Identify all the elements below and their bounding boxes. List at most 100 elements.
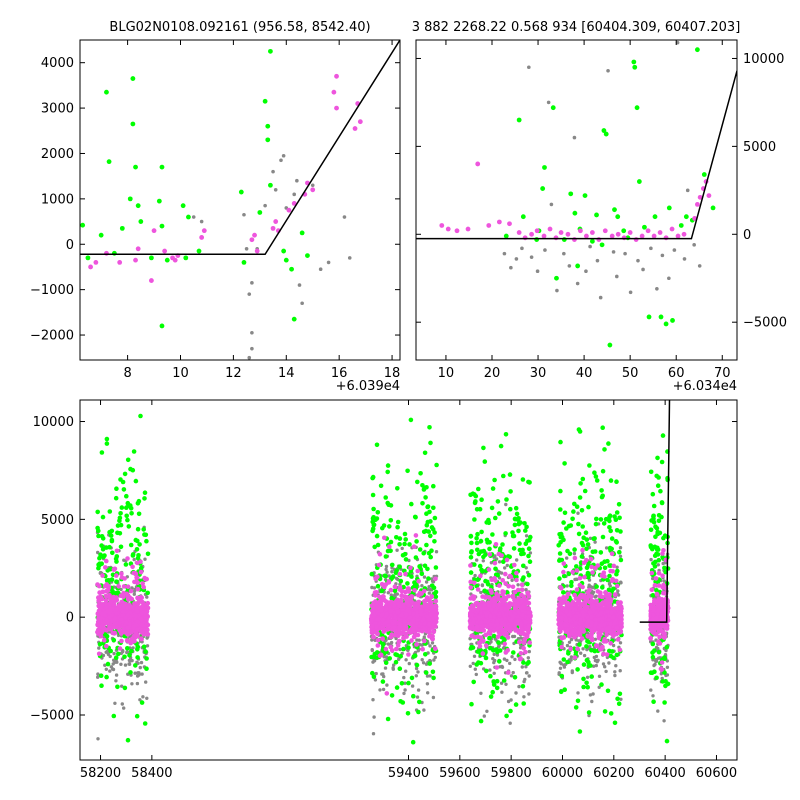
magenta-data-point: [621, 235, 627, 241]
x-tick-label: 16: [331, 366, 348, 381]
gray-data-point: [250, 281, 254, 285]
magenta-data-point: [507, 573, 513, 579]
green-data-point: [380, 679, 386, 684]
green-data-point: [125, 457, 131, 463]
magenta-data-point: [527, 640, 532, 645]
green-data-point: [491, 679, 497, 684]
magenta-data-point: [483, 618, 488, 624]
gray-data-point: [109, 665, 114, 669]
magenta-data-point: [517, 639, 522, 645]
green-data-point: [405, 581, 410, 586]
green-data-point: [577, 429, 583, 434]
magenta-data-point: [104, 618, 109, 623]
green-data-point: [385, 548, 391, 554]
green-data-point: [136, 553, 141, 558]
green-data-point: [98, 673, 104, 678]
green-data-point: [106, 159, 112, 165]
gray-data-point: [636, 258, 640, 263]
model-line: [416, 70, 737, 240]
green-data-point: [513, 702, 519, 707]
green-data-point: [498, 443, 504, 449]
green-data-point: [581, 676, 586, 682]
gray-data-point: [133, 671, 137, 675]
green-data-point: [409, 501, 414, 507]
green-data-point: [289, 266, 294, 272]
green-data-point: [594, 212, 599, 218]
magenta-data-point: [145, 600, 151, 606]
green-data-point: [283, 257, 289, 263]
green-data-point: [578, 481, 583, 486]
green-data-point: [411, 654, 417, 659]
magenta-data-point: [478, 639, 483, 645]
magenta-data-point: [406, 603, 412, 608]
green-data-point: [111, 637, 117, 643]
green-data-point: [612, 207, 617, 213]
green-data-point: [581, 662, 587, 667]
gray-data-point: [271, 169, 275, 174]
gray-data-point: [382, 655, 386, 659]
green-data-point: [521, 563, 526, 569]
green-data-point: [561, 520, 566, 525]
magenta-data-point: [474, 624, 480, 630]
magenta-data-point: [139, 622, 145, 628]
green-data-point: [133, 164, 138, 170]
magenta-data-point: [117, 646, 123, 651]
green-data-point: [397, 564, 403, 569]
green-data-point: [517, 541, 522, 546]
green-data-point: [128, 670, 133, 675]
green-data-point: [478, 538, 484, 544]
green-data-point: [387, 524, 392, 529]
gray-data-point: [430, 641, 435, 645]
gray-data-point: [402, 691, 406, 696]
green-data-point: [149, 255, 154, 261]
green-data-point: [582, 193, 588, 199]
gray-data-point: [140, 672, 144, 676]
magenta-data-point: [506, 593, 511, 599]
green-data-point: [119, 225, 125, 231]
green-data-point: [142, 532, 147, 537]
green-data-point: [607, 513, 613, 518]
gray-data-point: [398, 647, 402, 652]
magenta-data-point: [400, 603, 406, 609]
gray-data-point: [511, 670, 515, 675]
magenta-data-point: [487, 552, 493, 557]
green-data-point: [401, 646, 406, 652]
magenta-data-point: [697, 194, 703, 200]
green-data-point: [107, 509, 113, 514]
green-data-point: [122, 654, 127, 660]
green-data-point: [394, 568, 400, 573]
gray-data-point: [590, 699, 594, 704]
green-data-point: [196, 248, 202, 254]
gray-data-point: [391, 667, 395, 671]
magenta-data-point: [493, 609, 498, 615]
green-data-point: [432, 539, 437, 544]
gray-data-point: [623, 251, 627, 256]
magenta-data-point: [270, 225, 276, 231]
magenta-data-point: [516, 618, 522, 623]
gray-data-point: [485, 709, 489, 713]
gray-data-point: [506, 699, 511, 704]
green-data-point: [144, 666, 149, 671]
gray-data-point: [488, 668, 492, 672]
magenta-data-point: [433, 576, 438, 582]
green-data-point: [485, 582, 491, 587]
gray-data-point: [97, 646, 101, 650]
magenta-data-point: [475, 161, 481, 167]
green-data-point: [472, 500, 478, 506]
x-offset-label: +6.034e4: [673, 379, 737, 394]
gray-data-point: [525, 671, 529, 675]
gray-data-point: [527, 65, 531, 70]
green-data-point: [508, 506, 513, 512]
magenta-data-point: [503, 571, 508, 577]
magenta-data-point: [454, 228, 460, 234]
magenta-data-point: [369, 619, 374, 624]
gray-data-point: [416, 649, 420, 653]
green-data-point: [397, 666, 403, 671]
green-data-point: [511, 546, 517, 551]
green-data-point: [424, 511, 429, 516]
green-data-point: [386, 502, 392, 508]
green-data-point: [583, 530, 589, 535]
gray-data-point: [112, 658, 116, 662]
right-panel-title: 3 882 2268.22 0.568 934 [60404.309, 6040…: [412, 20, 741, 35]
green-data-point: [484, 520, 490, 525]
